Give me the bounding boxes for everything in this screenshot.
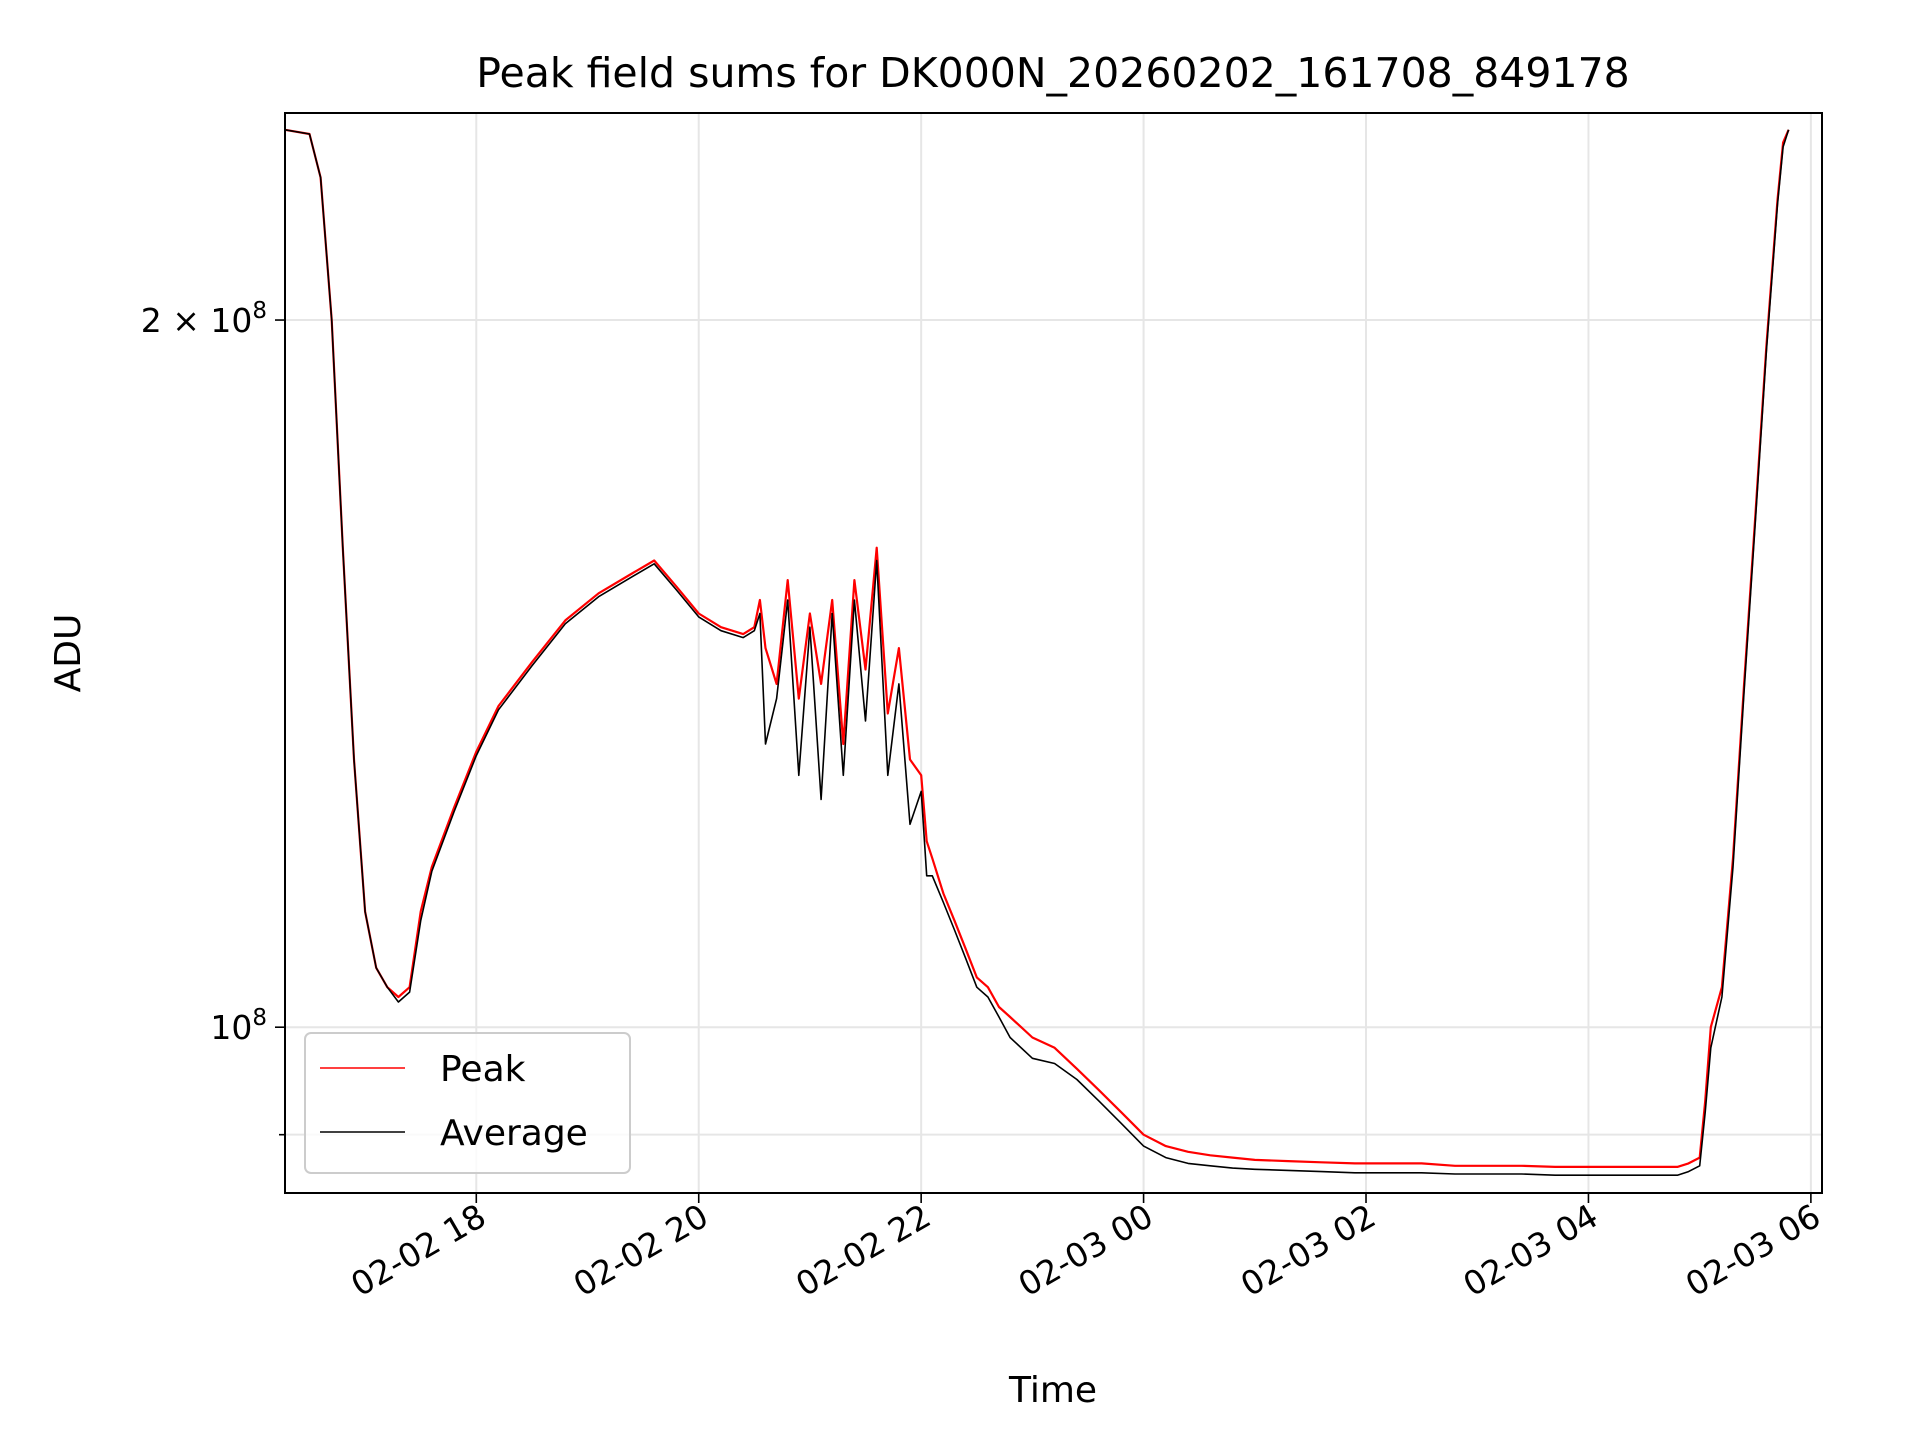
chart-title: Peak field sums for DK000N_20260202_1617… bbox=[476, 49, 1630, 97]
legend-peak-label: Peak bbox=[440, 1049, 526, 1090]
y-axis-label: ADU bbox=[48, 614, 89, 693]
legend-average-label: Average bbox=[440, 1113, 588, 1154]
legend: Peak Average bbox=[304, 1032, 631, 1174]
plot-frame bbox=[284, 112, 1823, 1194]
grid-layer bbox=[285, 113, 1822, 1193]
series-line-peak bbox=[284, 128, 1790, 1169]
y-tick-label: 2 × 108 bbox=[141, 298, 267, 340]
x-axis-label: Time bbox=[1008, 1370, 1097, 1411]
series-layer bbox=[284, 128, 1790, 1176]
y-tick-label: 108 bbox=[210, 1005, 267, 1047]
series-line-average bbox=[284, 129, 1790, 1176]
